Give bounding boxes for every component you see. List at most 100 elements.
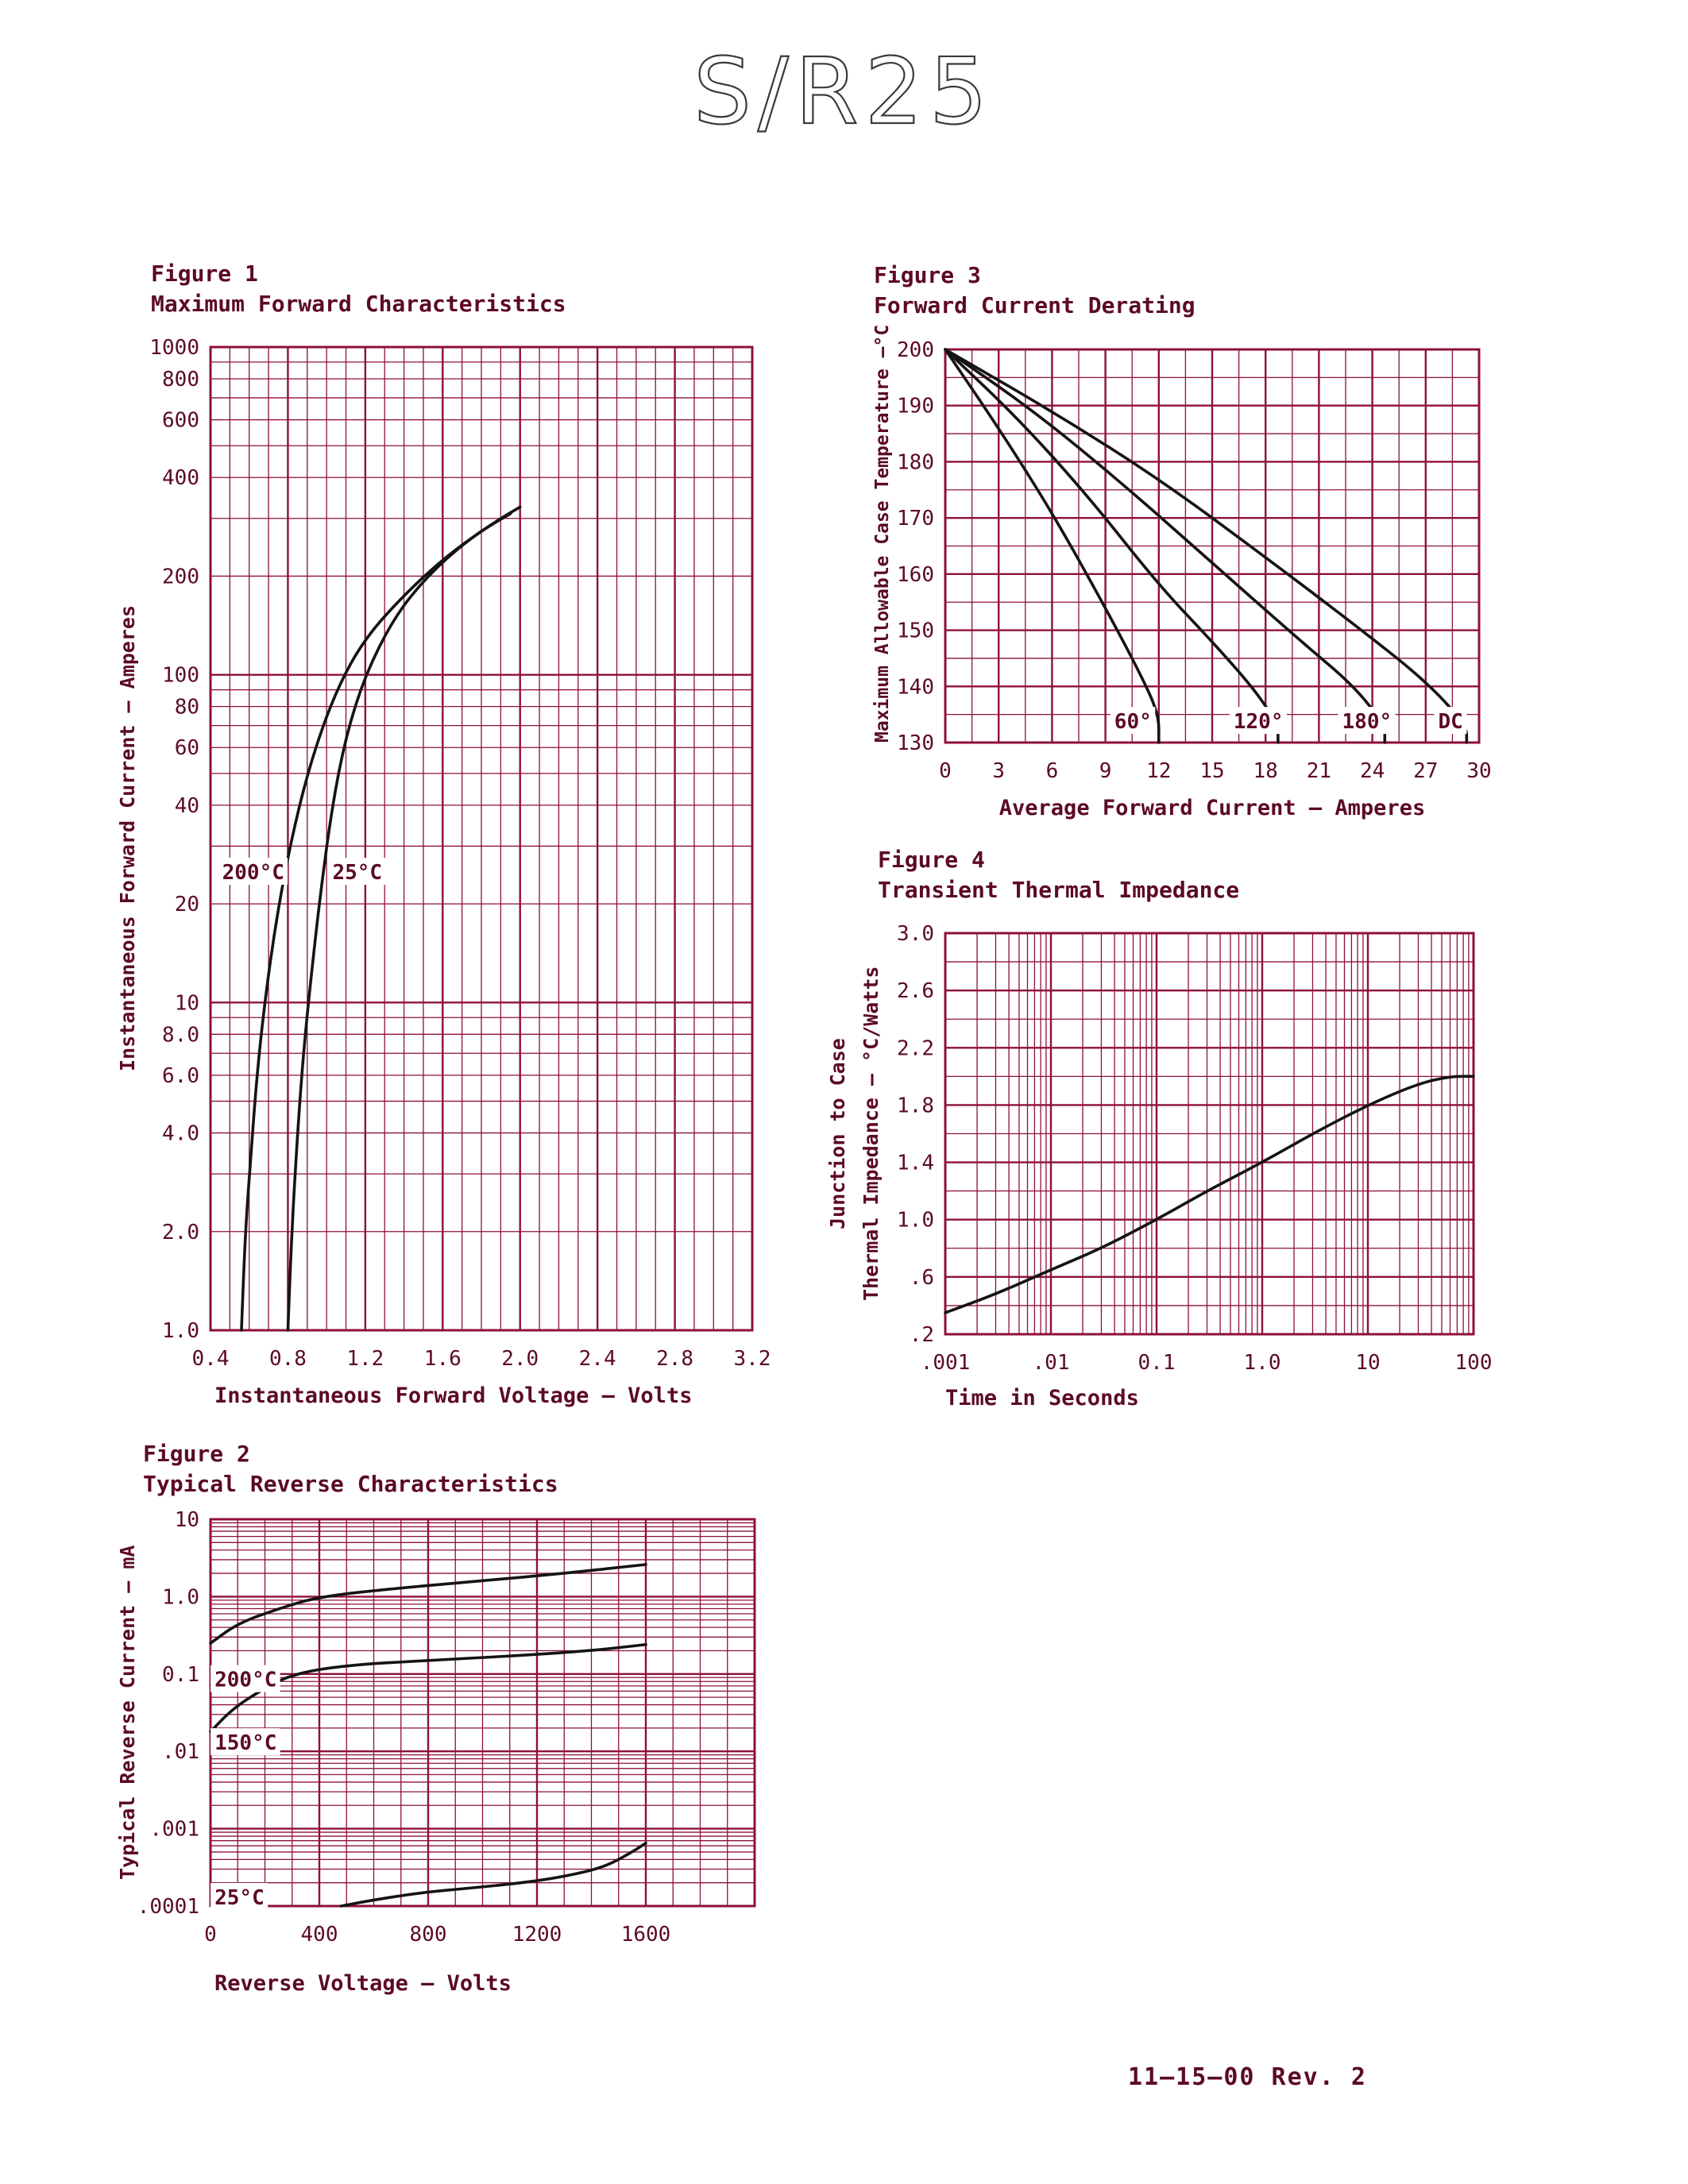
figure4-heading: Figure 4 Transient Thermal Impedance — [878, 845, 1239, 905]
revision-note: 11—15—00 Rev. 2 — [1128, 2063, 1367, 2091]
svg-text:18: 18 — [1253, 759, 1278, 783]
svg-text:0.1: 0.1 — [1138, 1351, 1176, 1375]
svg-text:2.2: 2.2 — [897, 1036, 934, 1060]
svg-text:80: 80 — [175, 696, 199, 720]
svg-text:1.0: 1.0 — [1244, 1351, 1281, 1375]
svg-text:100: 100 — [1455, 1351, 1493, 1375]
svg-text:150: 150 — [897, 619, 934, 643]
svg-text:400: 400 — [162, 466, 199, 490]
svg-text:4.0: 4.0 — [162, 1122, 199, 1146]
svg-text:3.2: 3.2 — [734, 1347, 771, 1371]
figure2-title: Typical Reverse Characteristics — [143, 1471, 558, 1497]
svg-text:1.8: 1.8 — [897, 1094, 934, 1117]
svg-text:3: 3 — [992, 759, 1005, 783]
svg-text:800: 800 — [410, 1923, 447, 1947]
svg-text:.01: .01 — [1033, 1351, 1070, 1375]
svg-text:30: 30 — [1466, 759, 1491, 783]
svg-text:1600: 1600 — [621, 1923, 671, 1947]
figure3-heading: Figure 3 Forward Current Derating — [874, 260, 1196, 321]
svg-text:200: 200 — [162, 565, 199, 588]
figure3-chart: 0 3 6 9 12 15 18 21 24 27 30 130 140 150 160 170 180 190 2… — [897, 338, 1492, 783]
figure2-chart: 0 400 800 1200 1600 10 1.0 0.1 .01 .001 .0001 200°C… — [137, 1508, 756, 1947]
svg-text:.0001: .0001 — [137, 1895, 199, 1919]
svg-text:20: 20 — [175, 893, 199, 916]
svg-text:180: 180 — [897, 450, 934, 474]
figure1-label: Figure 1 — [151, 260, 258, 287]
figure4-x-axis-title: Time in Seconds — [945, 1386, 1139, 1410]
svg-text:60: 60 — [175, 736, 199, 760]
figure1-chart: 0.4 0.8 1.2 1.6 2.0 2.4 2.8 3.2 1.0 2.0 4.0 6.0 8.0 1… — [149, 336, 771, 1371]
svg-text:400: 400 — [301, 1923, 338, 1947]
svg-text:10: 10 — [175, 991, 199, 1015]
svg-text:.001: .001 — [149, 1818, 199, 1842]
svg-text:1.0: 1.0 — [162, 1585, 199, 1609]
svg-text:100: 100 — [162, 664, 199, 688]
svg-text:10: 10 — [175, 1508, 199, 1532]
svg-text:1.4: 1.4 — [897, 1152, 934, 1175]
figure1-heading: Figure 1 Maximum Forward Characteristics — [151, 259, 566, 319]
figure2-heading: Figure 2 Typical Reverse Characteristics — [143, 1439, 558, 1499]
svg-text:.6: .6 — [910, 1266, 934, 1290]
svg-text:0: 0 — [939, 759, 952, 783]
svg-text:10: 10 — [1355, 1351, 1380, 1375]
svg-text:800: 800 — [162, 368, 199, 392]
svg-text:DC: DC — [1438, 710, 1462, 734]
svg-text:15: 15 — [1199, 759, 1224, 783]
svg-text:120°: 120° — [1234, 710, 1284, 734]
svg-text:200°C: 200°C — [214, 1669, 276, 1692]
page-title-text: S/R25 — [693, 39, 994, 145]
svg-text:190: 190 — [897, 395, 934, 419]
svg-text:9: 9 — [1099, 759, 1112, 783]
svg-text:40: 40 — [175, 794, 199, 818]
svg-text:25°C: 25°C — [214, 1886, 265, 1910]
svg-text:24: 24 — [1360, 759, 1385, 783]
figure3-title: Forward Current Derating — [874, 292, 1196, 318]
svg-text:12: 12 — [1146, 759, 1171, 783]
svg-text:160: 160 — [897, 563, 934, 587]
svg-text:1000: 1000 — [149, 336, 199, 360]
svg-text:130: 130 — [897, 731, 934, 755]
svg-text:3.0: 3.0 — [897, 922, 934, 946]
svg-text:2.6: 2.6 — [897, 979, 934, 1003]
svg-text:200: 200 — [897, 338, 934, 362]
svg-text:180°: 180° — [1342, 710, 1393, 734]
svg-text:2.0: 2.0 — [162, 1221, 199, 1244]
figure4-chart: .001 .01 0.1 1.0 10 100 .2 .6 1.0 1.4 1.8 2.2 2.6 3.0 — [897, 922, 1493, 1375]
svg-text:1.6: 1.6 — [424, 1347, 462, 1371]
figure3-label: Figure 3 — [874, 262, 981, 288]
svg-text:1200: 1200 — [512, 1923, 562, 1947]
svg-text:2.0: 2.0 — [501, 1347, 539, 1371]
page-title: S/R25 — [693, 38, 994, 146]
svg-text:140: 140 — [897, 675, 934, 699]
svg-text:8.0: 8.0 — [162, 1023, 199, 1047]
svg-text:25°C: 25°C — [332, 861, 382, 885]
figure2-label: Figure 2 — [143, 1441, 250, 1467]
figure2-x-axis-title: Reverse Voltage — Volts — [214, 1971, 512, 1996]
figure1-x-axis-title: Instantaneous Forward Voltage — Volts — [214, 1383, 693, 1408]
figure1-title: Maximum Forward Characteristics — [151, 291, 566, 317]
svg-text:6: 6 — [1046, 759, 1059, 783]
svg-text:.01: .01 — [162, 1740, 199, 1764]
svg-text:2.8: 2.8 — [656, 1347, 693, 1371]
svg-text:27: 27 — [1413, 759, 1438, 783]
figure4-label: Figure 4 — [878, 847, 985, 873]
figure4-y-axis-title-line1: Junction to Case — [826, 1038, 849, 1229]
svg-text:170: 170 — [897, 507, 934, 531]
svg-text:60°: 60° — [1114, 710, 1152, 734]
svg-text:0.1: 0.1 — [162, 1663, 199, 1687]
svg-text:0: 0 — [204, 1923, 217, 1947]
svg-text:21: 21 — [1307, 759, 1331, 783]
svg-text:150°C: 150°C — [214, 1731, 276, 1755]
figure4-title: Transient Thermal Impedance — [878, 877, 1240, 903]
figure3-x-axis-title: Average Forward Current — Amperes — [999, 796, 1426, 820]
svg-text:2.4: 2.4 — [579, 1347, 616, 1371]
svg-text:200°C: 200°C — [222, 861, 284, 885]
svg-text:1.2: 1.2 — [346, 1347, 384, 1371]
svg-text:.2: .2 — [910, 1323, 934, 1347]
svg-text:0.4: 0.4 — [192, 1347, 230, 1371]
svg-text:1.0: 1.0 — [162, 1319, 199, 1343]
svg-text:.001: .001 — [921, 1351, 971, 1375]
svg-text:600: 600 — [162, 409, 199, 433]
svg-text:6.0: 6.0 — [162, 1064, 199, 1088]
svg-text:1.0: 1.0 — [897, 1209, 934, 1233]
